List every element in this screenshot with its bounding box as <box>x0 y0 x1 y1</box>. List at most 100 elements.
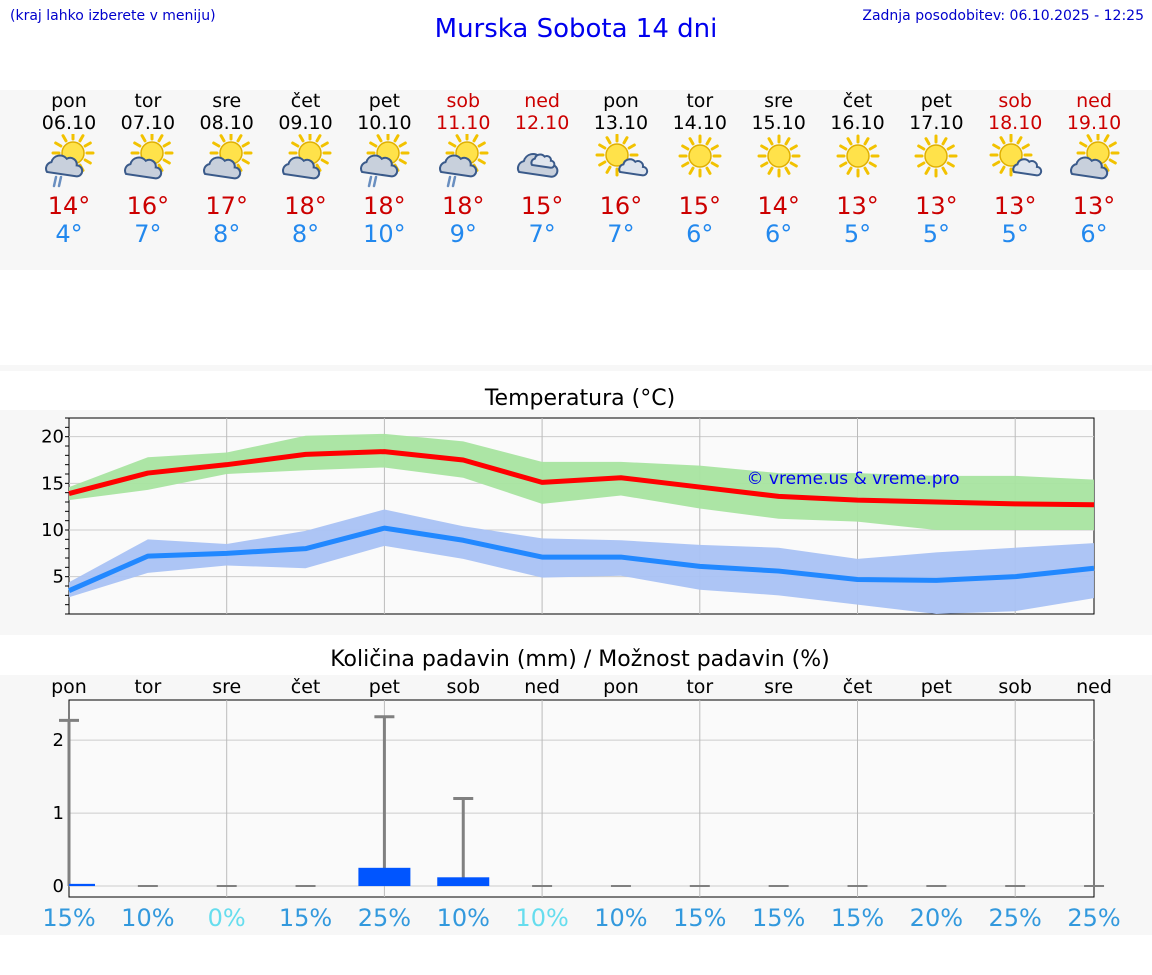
min-temperature: 6° <box>765 220 793 248</box>
max-temperature: 18° <box>363 192 406 220</box>
sun-ray <box>1103 134 1110 143</box>
x-day-label: pet <box>921 676 952 698</box>
x-day-label: ned <box>524 676 560 698</box>
cloud-shape <box>1012 158 1043 177</box>
precip-probability: 20% <box>910 904 963 932</box>
cloud-shape <box>439 154 478 178</box>
day-name: ned <box>1076 90 1112 112</box>
sun-ray <box>241 141 250 148</box>
min-temperature: 5° <box>1001 220 1029 248</box>
sun-ray <box>598 143 607 150</box>
rain-drop <box>447 175 452 188</box>
min-temperature: 6° <box>1080 220 1108 248</box>
sun-ray <box>1108 158 1117 165</box>
x-day-label: tor <box>134 676 161 698</box>
menu-hint[interactable]: (kraj lahko izberete v meniju) <box>10 8 216 24</box>
precip-probability: 15% <box>831 904 884 932</box>
x-day-label: sob <box>998 676 1032 698</box>
sun-small-cloud-icon <box>989 134 1043 177</box>
sun-ray <box>917 161 926 168</box>
min-temperature: 5° <box>922 220 950 248</box>
precipitation-chart-title: Količina padavin (mm) / Možnost padavin … <box>330 647 830 672</box>
day-date: 17.10 <box>909 112 964 134</box>
x-day-label: čet <box>291 676 321 698</box>
precip-probability: 25% <box>1067 904 1120 932</box>
day-name: sob <box>998 90 1032 112</box>
sun-ray <box>61 134 68 143</box>
min-temperature: 8° <box>291 220 320 248</box>
sun-ray <box>298 134 305 143</box>
day-date: 09.10 <box>278 112 333 134</box>
sun-ray <box>710 161 719 168</box>
sun-ray <box>789 161 798 168</box>
sun-ray <box>846 137 852 146</box>
sun-ray <box>219 134 226 143</box>
max-temperature: 14° <box>47 192 91 220</box>
sun-ray <box>236 163 243 172</box>
sun-disc <box>605 143 629 167</box>
sun-ray <box>838 161 847 168</box>
cloud-shape <box>360 154 399 178</box>
day-date: 07.10 <box>120 112 176 134</box>
day-date: 10.10 <box>357 112 412 134</box>
rain-drop <box>57 175 63 188</box>
day-column: pet 10.10 18° 10° <box>344 90 424 248</box>
min-temperature: 7° <box>607 220 635 248</box>
sun-ray <box>688 137 695 146</box>
day-column: sob 18.10 13° 5° <box>975 90 1055 248</box>
sun-ray <box>455 134 462 143</box>
day-name: čet <box>842 90 873 112</box>
sun-ray <box>789 144 798 151</box>
max-temperature: 18° <box>441 192 485 220</box>
day-column: sre 15.10 14° 6° <box>739 90 819 248</box>
sun-ray <box>320 141 329 148</box>
sun-ray <box>290 141 299 148</box>
cloud-shape <box>202 156 241 180</box>
day-date: 15.10 <box>751 112 806 134</box>
sun-ray <box>157 163 164 172</box>
day-column: sob 11.10 18° 9° <box>423 90 503 248</box>
y-tick-label: 20 <box>41 427 64 448</box>
max-temperature: 16° <box>599 192 643 220</box>
sun-cloud-icon <box>281 134 332 180</box>
day-column: tor 14.10 15° 6° <box>660 90 740 248</box>
sun-ray <box>1021 143 1031 150</box>
sun-ray <box>598 160 607 167</box>
day-name: čet <box>290 90 321 112</box>
sun-icon <box>678 134 722 178</box>
sun-ray <box>710 144 719 151</box>
day-name: sob <box>446 90 481 112</box>
sun-ray <box>133 141 142 148</box>
sun-ray <box>680 144 690 151</box>
sun-icon <box>836 134 879 178</box>
day-column: ned 12.10 15° 7° <box>502 90 582 248</box>
x-day-label: tor <box>686 676 713 698</box>
min-temperature: 7° <box>134 220 162 248</box>
sun-ray <box>688 166 695 175</box>
sun-cloud-rain-icon <box>439 134 489 188</box>
sun-ray <box>472 134 479 143</box>
cloud-shape <box>45 154 84 178</box>
x-day-label: pon <box>603 676 639 698</box>
day-date: 19.10 <box>1066 112 1122 134</box>
sun-ray <box>924 166 931 175</box>
day-name: pet <box>920 90 952 112</box>
max-temperature: 13° <box>915 192 958 220</box>
day-name: sre <box>212 90 242 112</box>
max-temperature: 13° <box>1072 192 1116 220</box>
day-name: tor <box>686 90 714 112</box>
day-column: pon 13.10 16° 7° <box>581 90 661 248</box>
sun-ray <box>376 134 383 143</box>
x-day-label: sob <box>446 676 480 698</box>
cloud-shape <box>530 153 556 169</box>
sun-ray <box>917 144 926 151</box>
sun-ray <box>83 141 92 148</box>
cloud-shape <box>618 158 649 177</box>
min-temp-range-band <box>69 509 1094 614</box>
day-name: pon <box>603 90 639 112</box>
precip-probability: 10% <box>594 904 647 932</box>
day-name: sre <box>764 90 794 112</box>
sun-ray <box>315 134 322 143</box>
y-tick-label: 1 <box>53 803 64 824</box>
min-temperature: 7° <box>528 220 556 248</box>
